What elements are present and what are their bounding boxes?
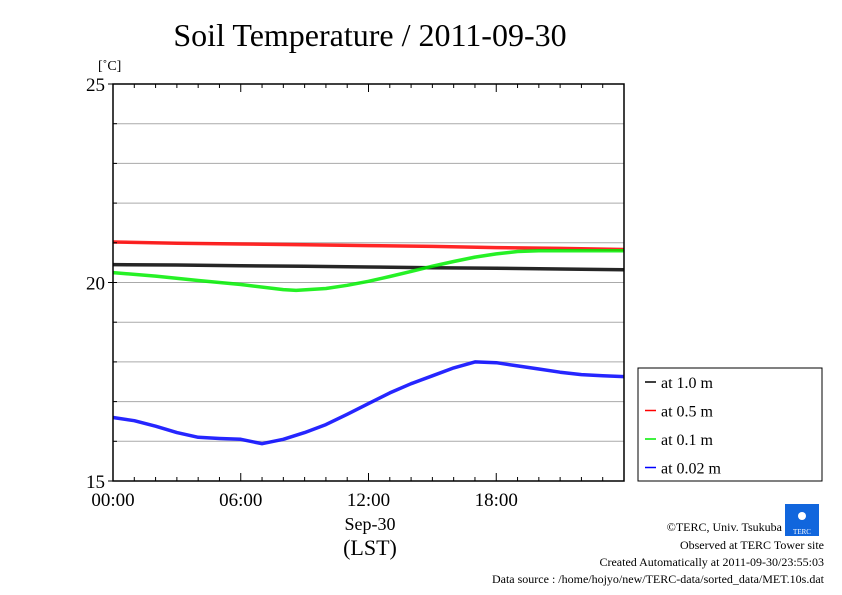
series-line-at-1-0-m [112,262,625,272]
series-line-at-0-02-m [112,360,625,446]
svg-text:TERC: TERC [793,528,811,536]
x-tick-label: 00:00 [91,490,134,511]
legend-label: at 0.02 m [661,461,722,478]
x-axis-label: (LST) [343,535,397,560]
y-tick-label: 20 [86,274,105,295]
legend-label: at 0.1 m [661,432,714,449]
terc-logo: TERC [785,504,819,536]
x-tick-label: 18:00 [475,490,518,511]
y-tick-label: 15 [86,472,105,493]
created-text: Created Automatically at 2011-09-30/23:5… [599,555,824,569]
legend-box [637,367,823,482]
y-tick-label: 25 [86,75,105,96]
legend-label: at 0.5 m [661,404,714,421]
legend-label: at 1.0 m [661,375,714,392]
observed-text: Observed at TERC Tower site [679,538,824,552]
series-line-at-0-5-m [112,240,625,252]
x-tick-label: 06:00 [219,490,262,511]
copyright-text: ©TERC, Univ. Tsukuba [666,520,782,534]
x-axis-date: Sep-30 [345,514,396,534]
x-tick-label: 12:00 [347,490,390,511]
series-line-at-0-1-m [112,248,624,293]
chart-title: Soil Temperature / 2011-09-30 [173,17,566,53]
y-axis-label: [˚C] [98,59,121,74]
source-text: Data source : /home/hojyo/new/TERC-data/… [491,572,824,586]
